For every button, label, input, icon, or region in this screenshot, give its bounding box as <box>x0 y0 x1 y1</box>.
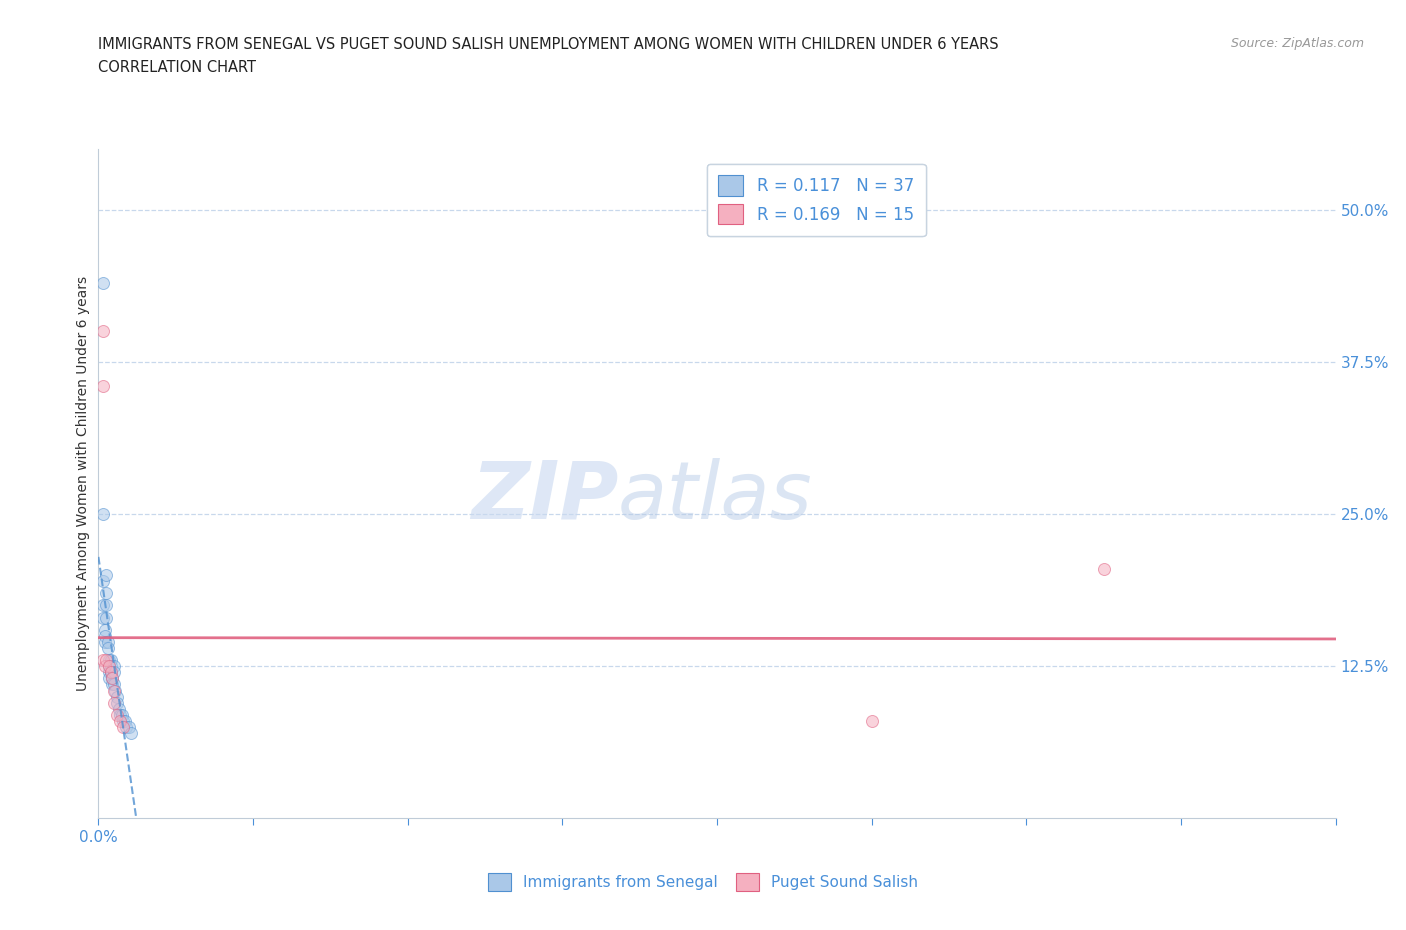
Text: atlas: atlas <box>619 458 813 536</box>
Point <box>96 586 118 601</box>
Point <box>98 671 121 685</box>
Point <box>115 720 138 735</box>
Point <box>111 708 134 723</box>
Point <box>96 610 118 625</box>
Point <box>103 696 125 711</box>
Point <box>91 598 114 613</box>
Point <box>103 677 125 692</box>
Point <box>91 324 114 339</box>
Point <box>91 610 114 625</box>
Text: IMMIGRANTS FROM SENEGAL VS PUGET SOUND SALISH UNEMPLOYMENT AMONG WOMEN WITH CHIL: IMMIGRANTS FROM SENEGAL VS PUGET SOUND S… <box>98 37 1000 52</box>
Point <box>105 696 128 711</box>
Point <box>96 598 118 613</box>
Point <box>100 665 122 680</box>
Point <box>93 634 115 649</box>
Point <box>100 658 122 673</box>
Point <box>101 677 124 692</box>
Point <box>107 701 129 716</box>
Point <box>100 653 122 668</box>
Point <box>860 713 883 728</box>
Point <box>100 665 122 680</box>
Point <box>108 713 131 728</box>
Text: CORRELATION CHART: CORRELATION CHART <box>98 60 256 75</box>
Point <box>98 653 121 668</box>
Point <box>98 658 121 673</box>
Point <box>91 507 114 522</box>
Point <box>101 671 124 685</box>
Point <box>93 629 115 644</box>
Point <box>101 671 124 685</box>
Point <box>105 689 128 704</box>
Point <box>93 622 115 637</box>
Legend: R = 0.117   N = 37, R = 0.169   N = 15: R = 0.117 N = 37, R = 0.169 N = 15 <box>707 164 925 236</box>
Point <box>112 720 135 735</box>
Point <box>1092 562 1115 577</box>
Point <box>118 720 141 735</box>
Point <box>103 658 125 673</box>
Point <box>108 708 131 723</box>
Y-axis label: Unemployment Among Women with Children Under 6 years: Unemployment Among Women with Children U… <box>76 276 90 691</box>
Point <box>120 725 142 740</box>
Text: ZIP: ZIP <box>471 458 619 536</box>
Text: Source: ZipAtlas.com: Source: ZipAtlas.com <box>1230 37 1364 50</box>
Point <box>91 653 114 668</box>
Point <box>97 634 120 649</box>
Point <box>112 713 135 728</box>
Point <box>104 684 127 698</box>
Point <box>91 379 114 393</box>
Point <box>98 665 121 680</box>
Point <box>103 684 125 698</box>
Point <box>98 658 121 673</box>
Point <box>96 653 118 668</box>
Point <box>91 275 114 290</box>
Legend: Immigrants from Senegal, Puget Sound Salish: Immigrants from Senegal, Puget Sound Sal… <box>481 865 925 899</box>
Point <box>96 567 118 582</box>
Point <box>97 641 120 656</box>
Point <box>93 658 115 673</box>
Point <box>114 713 136 728</box>
Point <box>105 708 128 723</box>
Point <box>103 665 125 680</box>
Point <box>91 574 114 589</box>
